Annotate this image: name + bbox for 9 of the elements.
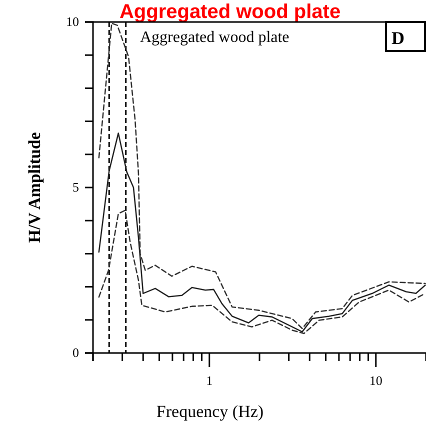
y-axis-title: H/V Amplitude [25, 132, 44, 243]
chart-title: Aggregated wood plate [119, 1, 341, 23]
x-tick-label: 1 [206, 372, 213, 388]
annotation: Aggregated wood plate [140, 29, 290, 46]
y-tick-label: 0 [72, 345, 79, 360]
annotation: D [392, 28, 404, 48]
x-axis-title: Frequency (Hz) [156, 402, 264, 421]
y-tick-label: 5 [72, 180, 79, 195]
y-tick-label: 10 [66, 14, 79, 30]
